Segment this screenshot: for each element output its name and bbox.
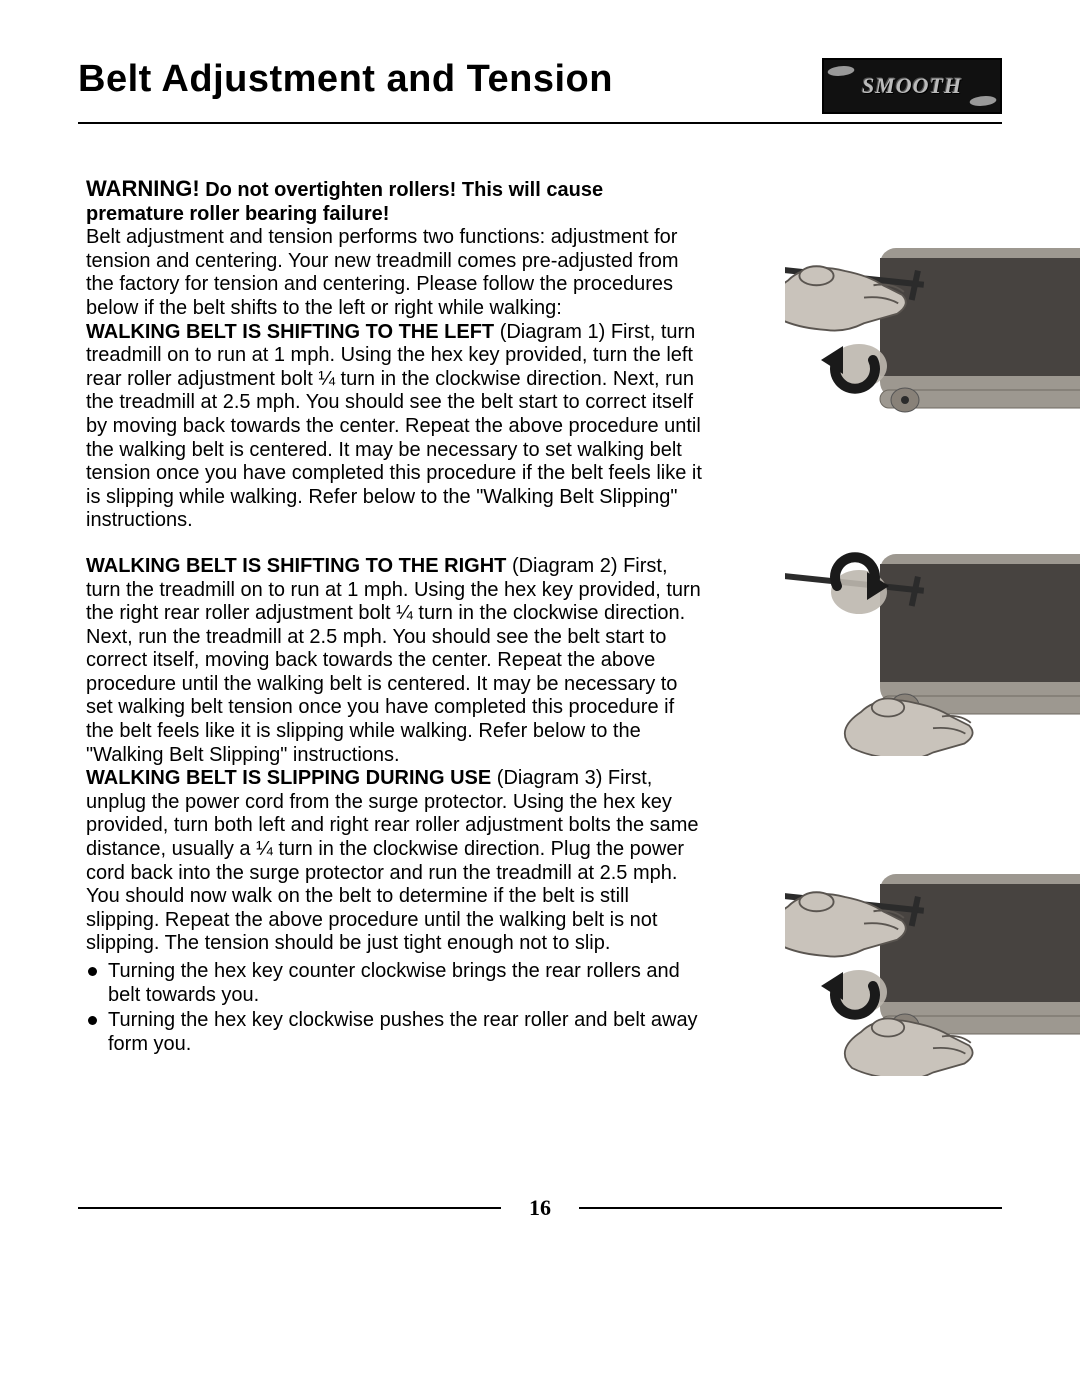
section-right-text: First, turn the treadmill on to run at 1… xyxy=(86,555,701,766)
list-item: Turning the hex key clockwise pushes the… xyxy=(86,1009,706,1056)
diagram-3 xyxy=(785,856,1080,1076)
section-slip-diagram-label: (Diagram 3) xyxy=(497,767,603,789)
diagram-2 xyxy=(785,536,1080,756)
diagram-1 xyxy=(785,230,1080,450)
section-left-diagram-label: (Diagram 1) xyxy=(500,321,606,343)
page-number: 16 xyxy=(529,1195,551,1221)
section-left-heading: WALKING BELT IS SHIFTING TO THE LEFT xyxy=(86,321,494,343)
section-left-text: First, turn treadmill on to run at 1 mph… xyxy=(86,321,702,532)
section-slip-heading: WALKING BELT IS SLIPPING DURING USE xyxy=(86,767,491,789)
section-slip-text: First, unplug the power cord from the su… xyxy=(86,767,699,954)
warning-lead: WARNING! xyxy=(86,176,200,201)
page-title: Belt Adjustment and Tension xyxy=(78,58,613,101)
brand-logo-text: SMOOTH xyxy=(862,73,962,99)
title-rule xyxy=(78,122,1002,124)
bullet-list: Turning the hex key counter clockwise br… xyxy=(86,960,706,1056)
warning-line: WARNING! Do not overtighten rollers! Thi… xyxy=(86,176,706,226)
brand-logo: SMOOTH xyxy=(822,58,1002,114)
footer: 16 xyxy=(78,1195,1002,1221)
content-area: WARNING! Do not overtighten rollers! Thi… xyxy=(86,176,706,1056)
footer-rule-right xyxy=(579,1207,1002,1209)
section-right-diagram-label: (Diagram 2) xyxy=(512,555,618,577)
section-left: WALKING BELT IS SHIFTING TO THE LEFT (Di… xyxy=(86,321,706,533)
intro-text: Belt adjustment and tension performs two… xyxy=(86,226,706,320)
footer-rule-left xyxy=(78,1207,501,1209)
section-right-heading: WALKING BELT IS SHIFTING TO THE RIGHT xyxy=(86,555,506,577)
section-slip: WALKING BELT IS SLIPPING DURING USE (Dia… xyxy=(86,767,706,956)
section-right: WALKING BELT IS SHIFTING TO THE RIGHT (D… xyxy=(86,555,706,767)
list-item: Turning the hex key counter clockwise br… xyxy=(86,960,706,1007)
